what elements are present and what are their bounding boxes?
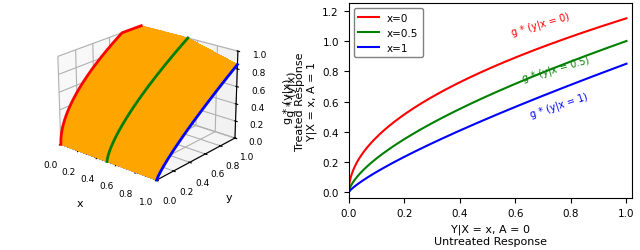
x=1 <box>623 63 630 66</box>
x=0.5 <box>579 56 587 59</box>
Text: g * (y|x = 0): g * (y|x = 0) <box>510 12 570 38</box>
Legend: x=0, x=0.5, x=1: x=0, x=0.5, x=1 <box>354 9 423 58</box>
Y-axis label: g * (y|x)
Treated Response
Y|X = x, A = 1: g * (y|x) Treated Response Y|X = x, A = … <box>282 52 317 150</box>
x=1 <box>510 106 518 110</box>
Text: g * (y|x = 1): g * (y|x = 1) <box>529 91 589 120</box>
x=1 <box>515 104 522 108</box>
x=0 <box>510 57 518 60</box>
x=1 <box>346 190 353 193</box>
Line: x=0.5: x=0.5 <box>349 42 627 193</box>
x=1 <box>509 107 517 110</box>
x=0.5 <box>346 188 353 190</box>
x=0 <box>515 56 522 58</box>
x=0 <box>346 181 353 184</box>
Line: x=1: x=1 <box>349 64 627 193</box>
x=0 <box>623 18 630 21</box>
Line: x=0: x=0 <box>349 19 627 193</box>
x=0 <box>596 26 604 29</box>
x=0.5 <box>510 84 518 86</box>
x=0.5 <box>623 40 630 43</box>
Y-axis label: y: y <box>226 192 232 202</box>
x=1 <box>596 73 604 76</box>
x=1 <box>345 191 353 194</box>
x=1 <box>579 79 587 82</box>
x=0 <box>509 58 517 61</box>
x=0.5 <box>345 191 353 194</box>
x=0.5 <box>509 84 517 87</box>
x=0 <box>345 191 353 194</box>
X-axis label: x: x <box>77 198 83 208</box>
X-axis label: Y|X = x, A = 0
Untreated Response: Y|X = x, A = 0 Untreated Response <box>434 224 547 246</box>
Text: g * (y|x = 0.5): g * (y|x = 0.5) <box>521 54 590 84</box>
x=0 <box>579 32 587 35</box>
x=0.5 <box>515 82 522 84</box>
x=0.5 <box>596 50 604 53</box>
